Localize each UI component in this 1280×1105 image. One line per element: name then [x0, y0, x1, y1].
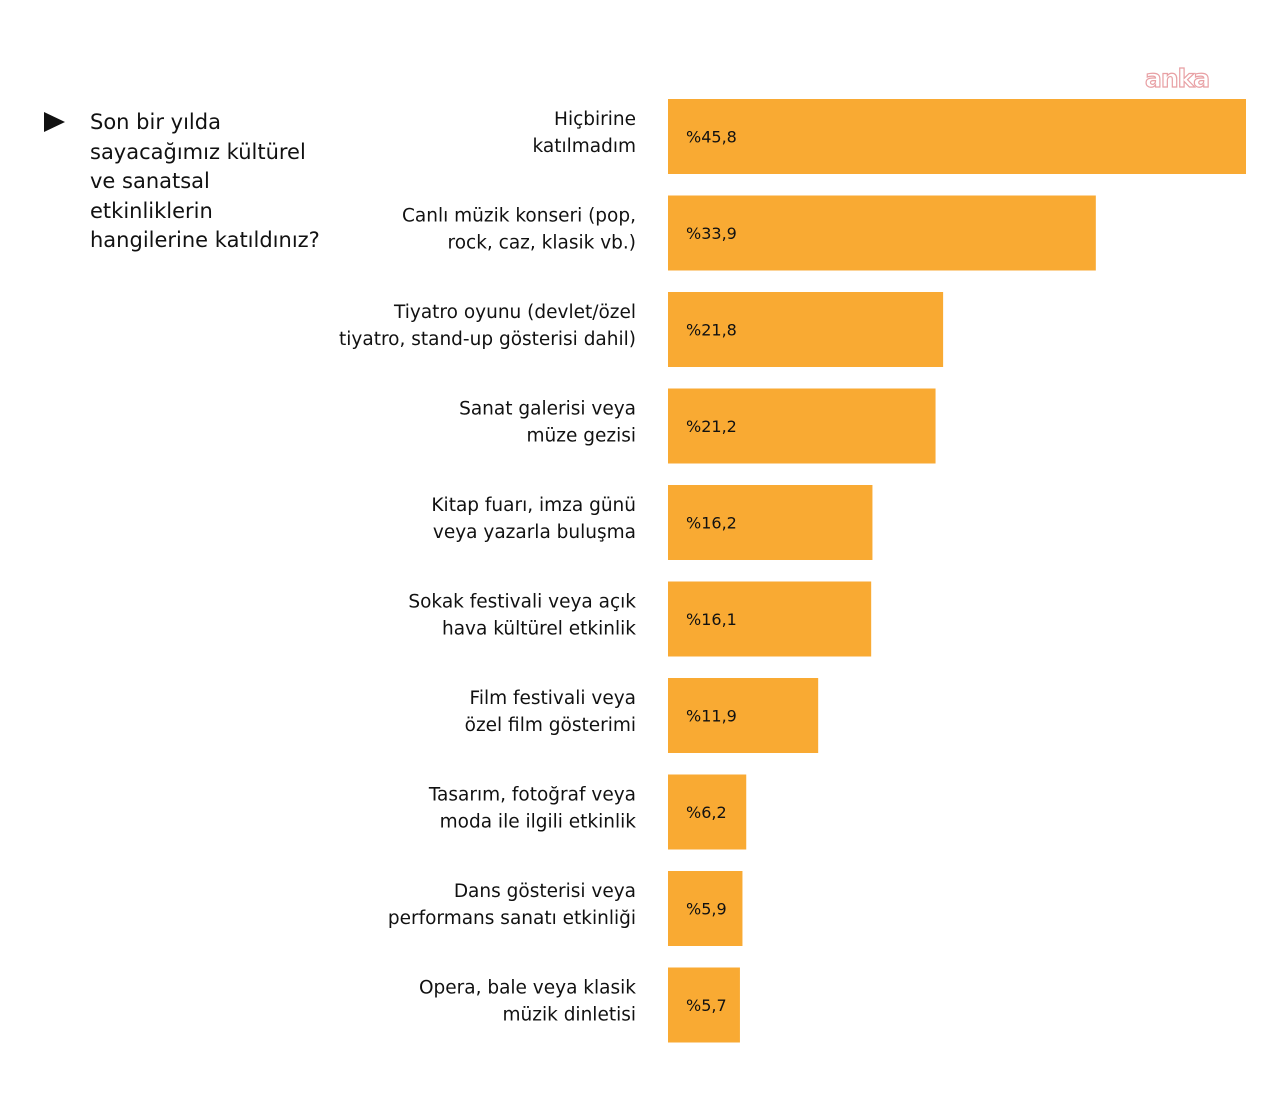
value-label-5: %16,2 [686, 514, 737, 533]
category-label-9: Dans gösterisi veya performans sanatı etk… [388, 881, 636, 929]
value-label-9: %5,9 [686, 900, 727, 919]
bar-4 [668, 388, 936, 464]
bar-8 [668, 774, 747, 850]
bar-5 [668, 485, 873, 560]
value-label-8: %6,2 [686, 803, 727, 822]
category-label-10: Opera, bale veya klasik müzik dinletisi [419, 978, 636, 1026]
category-label-2: Canlı müzik konseri (pop, rock, caz, klas… [402, 206, 636, 254]
value-label-10: %5,7 [686, 996, 727, 1015]
category-label-8: Tasarım, fotoğraf veya moda ile ilgili et… [428, 785, 636, 833]
bar-1 [668, 99, 1246, 174]
category-label-1: Hiçbirine katılmadım [532, 109, 636, 157]
bar-6 [668, 581, 872, 657]
category-label-6: Sokak festivali veya açık hava kültürel e… [408, 592, 636, 640]
bar-3 [668, 292, 944, 367]
category-label-7: Film festivali veya özel film gösterimi [465, 688, 636, 736]
value-label-7: %11,9 [686, 707, 737, 726]
category-label-4: Sanat galerisi veya müze gezisi [459, 399, 636, 447]
value-label-6: %16,1 [686, 610, 737, 629]
value-label-2: %33,9 [686, 224, 737, 243]
bar-10 [668, 967, 740, 1043]
value-label-4: %21,2 [686, 417, 737, 436]
bar-9 [668, 871, 743, 946]
anka-logo: anka [1144, 63, 1210, 93]
category-label-3: Tiyatro oyunu (devlet/özel tiyatro, stand… [339, 302, 636, 350]
category-label-5: Kitap fuarı, imza günü veya yazarla buluş… [431, 495, 636, 543]
value-label-1: %45,8 [686, 128, 737, 147]
play-triangle-icon [44, 112, 65, 132]
bar-7 [668, 678, 819, 753]
value-label-3: %21,8 [686, 321, 737, 340]
bar-2 [668, 195, 1096, 271]
question-text: Son bir yılda sayacağımız kültürel ve sa… [90, 110, 320, 252]
